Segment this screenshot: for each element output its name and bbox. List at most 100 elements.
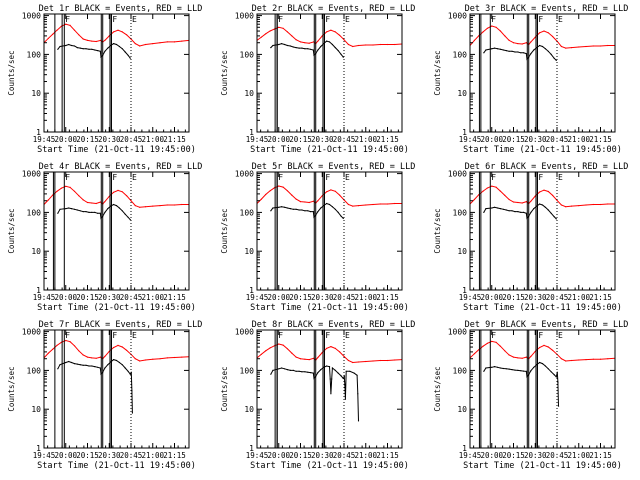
- events-data-point: [301, 209, 303, 211]
- flag-marker: E: [345, 173, 350, 182]
- y-tick-label: 10: [31, 89, 41, 98]
- plot-data: [470, 185, 615, 220]
- events-data-point: [76, 363, 78, 365]
- events-data-point: [57, 212, 59, 214]
- events-data-point: [550, 53, 552, 56]
- lld-data-point: [159, 358, 161, 360]
- events-data-point: [342, 217, 344, 219]
- lld-data-point: [104, 39, 106, 42]
- panel-title: Det 1r BLACK = Events, RED = LLD: [39, 4, 203, 14]
- lld-data-point: [560, 358, 563, 360]
- events-data-point: [312, 49, 314, 51]
- plot-data: [257, 26, 402, 58]
- plot-data: [44, 23, 189, 59]
- lld-data-point: [278, 343, 280, 345]
- lld-data-point: [517, 201, 519, 204]
- lld-data-point: [560, 45, 563, 48]
- lld-data-point: [159, 205, 161, 207]
- lld-data-point: [504, 194, 506, 196]
- events-data-point: [520, 370, 522, 372]
- lld-data-point: [134, 358, 136, 360]
- events-data-point: [284, 43, 286, 46]
- lld-data-point: [330, 29, 332, 31]
- x-tick-label: 20:00: [54, 451, 77, 460]
- y-tick-label: 1000: [448, 12, 467, 21]
- panel-title: Det 3r BLACK = Events, RED = LLD: [465, 4, 629, 14]
- events-data-point: [289, 45, 291, 47]
- events-data-point: [310, 211, 312, 213]
- events-data-point: [127, 216, 129, 218]
- lld-data-point: [117, 189, 119, 191]
- events-data-point: [94, 49, 96, 51]
- lld-data-point: [134, 205, 136, 207]
- events-data-point: [79, 47, 81, 49]
- events-data-point: [550, 371, 552, 373]
- lld-data-point: [504, 350, 506, 352]
- x-tick-label: 21:00: [141, 135, 164, 144]
- lld-data-point: [372, 203, 374, 206]
- y-axis-label: Counts/sec: [220, 208, 229, 253]
- events-data-point: [284, 368, 286, 370]
- events-data-point: [70, 208, 73, 210]
- events-data-point: [59, 45, 61, 48]
- events-data-point: [304, 371, 306, 373]
- events-data-point: [356, 374, 358, 376]
- flag-marker: F: [491, 331, 496, 340]
- events-data-point: [483, 370, 485, 372]
- x-tick-label: 20:30: [98, 135, 121, 144]
- events-data-point: [555, 218, 557, 220]
- lld-data-point: [565, 47, 567, 49]
- lld-data-point: [547, 190, 549, 193]
- events-data-point: [520, 52, 522, 54]
- lld-data-point: [126, 195, 128, 197]
- lld-data-point: [86, 356, 89, 358]
- lld-data-point: [144, 206, 147, 208]
- lld-data-point: [144, 43, 147, 46]
- lld-data-point: [578, 359, 580, 361]
- y-tick-label: 1000: [22, 170, 41, 179]
- x-tick-label: 20:45: [333, 293, 356, 302]
- events-data-point: [113, 203, 115, 206]
- lld-data-point: [317, 356, 319, 359]
- flag-marker: F: [491, 15, 496, 24]
- lld-data-point: [291, 35, 293, 37]
- x-tick-label: 21:15: [163, 135, 186, 144]
- events-data-point: [301, 371, 303, 373]
- y-tick-label: 1: [462, 286, 467, 295]
- events-data-point: [278, 368, 280, 370]
- y-tick-label: 1000: [448, 328, 467, 337]
- lld-data-point: [473, 39, 475, 42]
- lld-data-point: [278, 185, 280, 187]
- lld-series-line: [257, 26, 402, 48]
- events-data-point: [544, 48, 547, 50]
- events-data-point: [281, 206, 283, 208]
- flag-marker: E: [558, 173, 563, 182]
- events-data-point: [301, 47, 303, 49]
- events-data-point: [88, 365, 90, 367]
- events-data-point: [307, 210, 309, 212]
- events-data-point: [555, 59, 557, 62]
- lld-data-point: [152, 358, 154, 360]
- y-tick-label: 10: [457, 89, 467, 98]
- events-data-point: [94, 366, 96, 368]
- plot-frame: [469, 13, 616, 133]
- events-data-point: [65, 361, 67, 364]
- events-data-point: [320, 369, 322, 371]
- lld-series-line: [470, 25, 615, 49]
- lld-data-point: [386, 359, 389, 362]
- events-data-point: [304, 210, 306, 212]
- y-axis-label: Counts/sec: [7, 208, 16, 253]
- lld-data-point: [570, 47, 573, 49]
- lld-data-point: [607, 203, 609, 205]
- y-tick-label: 10: [244, 89, 254, 98]
- x-tick-label: 20:45: [546, 451, 569, 460]
- events-data-point: [523, 370, 525, 372]
- events-data-point: [73, 208, 76, 210]
- lld-data-point: [495, 186, 497, 188]
- lld-data-point: [60, 187, 63, 189]
- events-data-point: [555, 376, 557, 378]
- lld-data-point: [585, 45, 587, 48]
- x-tick-label: 20:15: [502, 451, 525, 460]
- events-data-point: [76, 47, 78, 49]
- events-data-point: [494, 366, 496, 368]
